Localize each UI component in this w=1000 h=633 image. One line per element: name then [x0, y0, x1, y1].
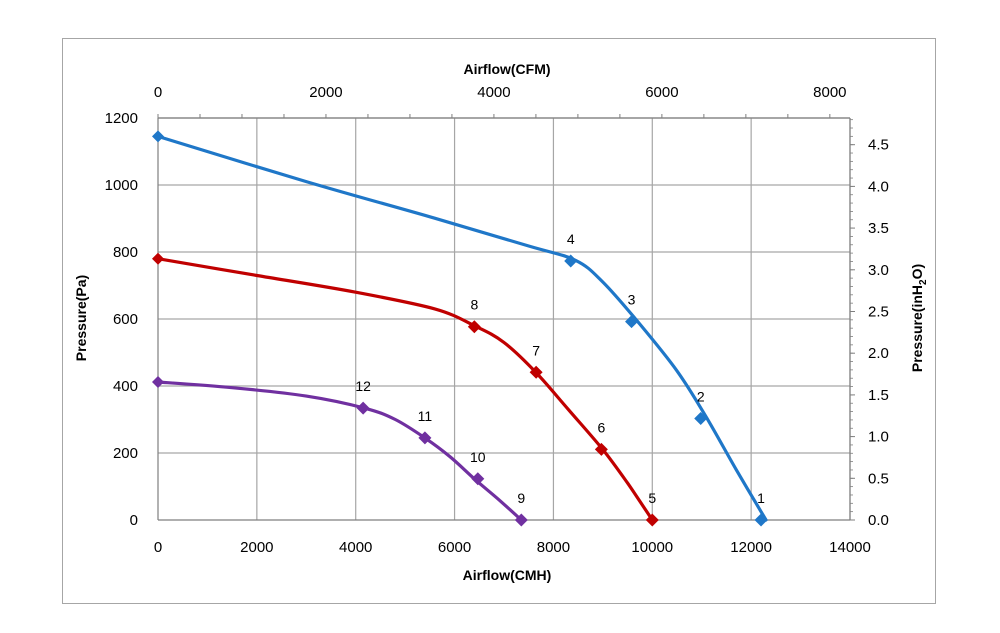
data-point-9 [514, 513, 528, 527]
x2-tick-label: 0 [154, 84, 162, 101]
chart-frame [62, 38, 936, 604]
y2-tick-label: 2.5 [868, 303, 889, 320]
data-label-2: 2 [697, 388, 705, 404]
x-tick-label: 10000 [631, 539, 673, 556]
data-label-7: 7 [532, 342, 540, 358]
x-tick-label: 6000 [438, 539, 471, 556]
data-point-8 [467, 320, 481, 334]
y-tick-label: 600 [113, 311, 138, 328]
y2-axis-title: Pressure(inH2O) [909, 264, 929, 372]
y2-axis-title-end: O) [909, 264, 925, 280]
data-label-9: 9 [517, 490, 525, 506]
labels: 4 3 2 1 8 7 6 5 12 11 10 9 [355, 231, 765, 506]
y-tick-label: 1200 [105, 110, 138, 127]
data-label-8: 8 [470, 297, 478, 313]
grid [158, 117, 851, 520]
x-tick-label: 0 [154, 539, 162, 556]
data-label-3: 3 [628, 292, 636, 308]
data-label-12: 12 [355, 378, 371, 394]
x-tick-label: 14000 [829, 539, 871, 556]
data-label-1: 1 [757, 490, 765, 506]
y-tick-label: 0 [130, 512, 138, 529]
y-tick-label: 1000 [105, 177, 138, 194]
series-start-marker [152, 375, 164, 388]
data-point-1 [754, 513, 768, 527]
data-label-11: 11 [418, 408, 433, 424]
y2-tick-label: 1.0 [868, 429, 889, 446]
y-axis-title: Pressure(Pa) [73, 275, 89, 361]
data-point-3 [625, 315, 639, 329]
data-point-2 [694, 411, 708, 425]
data-point-4 [564, 254, 578, 268]
y2-tick-label: 3.0 [868, 262, 889, 279]
series-start-marker [152, 130, 164, 143]
data-label-4: 4 [567, 231, 575, 247]
x2-tick-label: 2000 [309, 84, 342, 101]
x-tick-label: 12000 [730, 539, 772, 556]
y-tick-label: 200 [113, 445, 138, 462]
series-line-2 [156, 257, 654, 522]
data-point-12 [356, 401, 370, 415]
y2-tick-label: 2.0 [868, 345, 889, 362]
x-tick-label: 2000 [240, 539, 273, 556]
y2-tick-label: 0.0 [868, 512, 889, 529]
x2-tick-label: 4000 [477, 84, 510, 101]
y2-tick-label: 4.0 [868, 178, 889, 195]
data-label-5: 5 [648, 490, 656, 506]
series [152, 130, 768, 527]
data-label-10: 10 [470, 449, 486, 465]
y2-tick-label: 4.5 [868, 137, 889, 154]
y2-tick-label: 3.5 [868, 220, 889, 237]
data-point-10 [471, 472, 485, 486]
x2-tick-label: 8000 [813, 84, 846, 101]
y2-tick-label: 0.5 [868, 470, 889, 487]
y2-axis-title-main: Pressure(inH [909, 285, 925, 372]
data-label-6: 6 [597, 419, 605, 435]
y2-axis-title-sub: 2 [918, 279, 929, 285]
data-point-7 [529, 365, 543, 379]
series-line-3 [156, 380, 523, 522]
x2-tick-label: 6000 [645, 84, 678, 101]
series-line-1 [156, 134, 768, 522]
series-start-marker [152, 252, 164, 265]
data-point-6 [594, 442, 608, 456]
y-tick-label: 400 [113, 378, 138, 395]
x-tick-label: 4000 [339, 539, 372, 556]
axes: 0 2000 4000 6000 8000 10000 12000 1400002004006… [105, 84, 889, 556]
y2-tick-label: 1.5 [868, 387, 889, 404]
x2-axis-title: Airflow(CFM) [463, 61, 550, 77]
data-point-11 [418, 431, 432, 445]
x-tick-label: 8000 [537, 539, 570, 556]
data-point-5 [645, 513, 659, 527]
x-axis-title: Airflow(CMH) [463, 567, 552, 583]
y-tick-label: 800 [113, 244, 138, 261]
